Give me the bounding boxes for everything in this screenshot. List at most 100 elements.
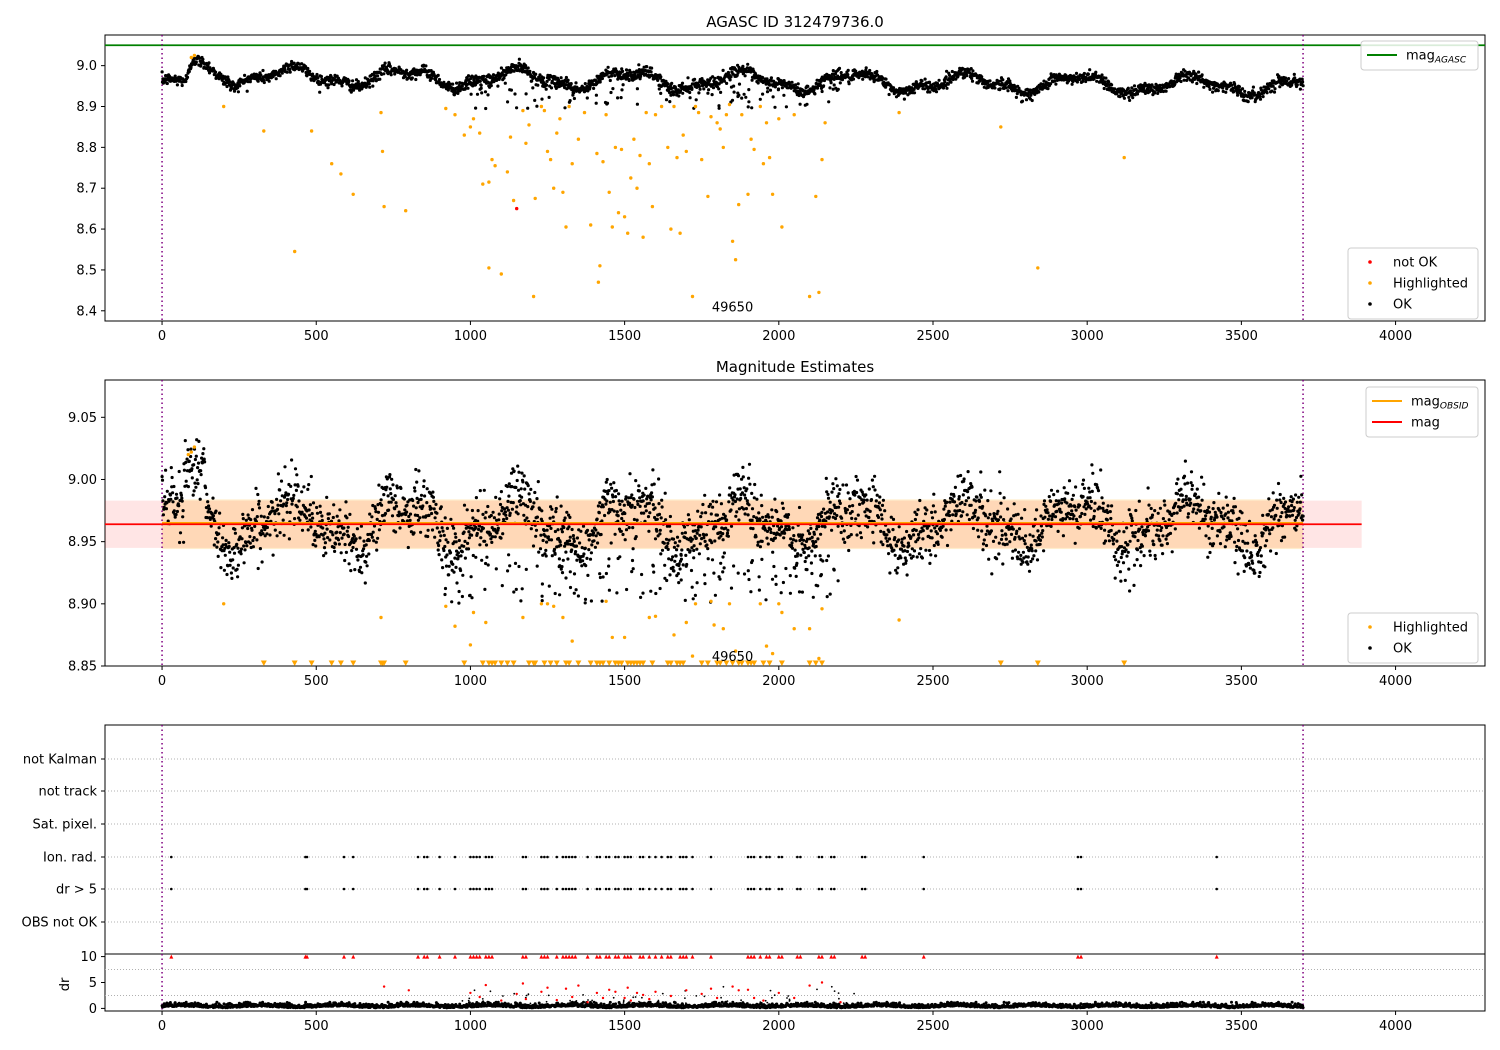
data-point — [690, 294, 695, 299]
data-point — [417, 469, 421, 473]
data-point — [433, 516, 437, 520]
data-point — [819, 514, 824, 519]
data-point — [662, 541, 666, 545]
data-point — [730, 239, 735, 243]
data-point — [317, 535, 321, 539]
data-point — [942, 507, 946, 511]
data-point — [981, 504, 985, 509]
data-point — [902, 97, 907, 101]
data-point — [211, 496, 215, 500]
data-point — [670, 86, 674, 90]
data-point — [1033, 517, 1037, 521]
data-point — [1062, 486, 1066, 490]
data-point — [1287, 77, 1291, 81]
data-point — [431, 490, 435, 494]
data-point — [707, 88, 711, 92]
data-point — [837, 505, 841, 509]
data-point — [257, 502, 261, 506]
y-tick-label: 8.7 — [76, 182, 97, 197]
data-point — [641, 235, 645, 239]
data-point — [293, 249, 297, 254]
data-point — [451, 82, 455, 86]
data-point — [356, 79, 360, 84]
data-point — [453, 113, 457, 117]
data-point — [292, 61, 296, 65]
data-point — [899, 556, 903, 560]
data-point — [311, 516, 315, 520]
data-point — [891, 528, 895, 532]
data-point — [735, 510, 739, 514]
data-point — [547, 95, 551, 99]
data-point — [671, 537, 676, 541]
data-point — [194, 60, 198, 64]
data-point — [436, 73, 440, 77]
data-point — [655, 529, 659, 533]
data-point — [190, 476, 194, 480]
data-point — [474, 106, 478, 110]
data-point — [728, 486, 732, 490]
data-point — [315, 511, 320, 515]
data-point — [460, 550, 464, 554]
chart-title: AGASC ID 312479736.0 — [706, 13, 884, 31]
data-point — [866, 525, 870, 529]
data-point — [879, 529, 883, 534]
data-point — [844, 511, 848, 515]
data-point — [475, 92, 480, 96]
data-point — [266, 516, 270, 520]
data-point — [222, 104, 226, 109]
data-point — [856, 513, 860, 517]
data-point — [180, 83, 184, 88]
data-point — [854, 474, 858, 479]
data-point — [228, 563, 232, 567]
data-point — [571, 534, 576, 538]
data-point — [1071, 493, 1075, 497]
data-point — [607, 190, 611, 194]
data-point — [478, 489, 482, 493]
data-point — [177, 469, 181, 474]
data-point — [171, 491, 175, 495]
data-point — [365, 77, 370, 81]
data-point — [668, 573, 672, 577]
data-point — [659, 104, 664, 109]
data-point — [787, 525, 791, 529]
data-point — [726, 528, 730, 532]
data-point — [479, 86, 483, 90]
data-point — [268, 533, 272, 537]
data-point — [671, 93, 676, 97]
data-point — [630, 503, 634, 507]
data-point — [544, 554, 548, 558]
data-point — [754, 535, 758, 539]
data-point — [529, 527, 533, 531]
data-point — [740, 113, 744, 117]
data-point — [817, 290, 821, 295]
data-point — [382, 72, 386, 76]
data-point — [494, 495, 498, 499]
data-point — [975, 495, 979, 499]
data-point — [386, 494, 390, 498]
data-point — [549, 538, 554, 542]
data-point — [773, 85, 778, 89]
data-point — [948, 500, 952, 504]
data-point — [368, 512, 372, 516]
data-point — [197, 439, 201, 443]
data-point — [1031, 557, 1035, 561]
data-point — [644, 486, 648, 490]
data-point — [1258, 94, 1262, 99]
data-point — [715, 121, 719, 125]
data-point — [548, 157, 553, 162]
data-point — [659, 75, 663, 79]
data-point — [893, 553, 897, 557]
data-point — [838, 487, 842, 492]
data-point — [748, 482, 752, 486]
data-point — [1190, 80, 1194, 84]
data-point — [669, 227, 673, 231]
data-point — [1068, 517, 1072, 521]
data-point — [780, 501, 785, 505]
data-point — [393, 72, 397, 76]
data-point — [285, 501, 289, 505]
data-point — [744, 507, 749, 511]
data-point — [667, 538, 671, 542]
data-point — [1043, 515, 1047, 519]
data-point — [536, 83, 540, 87]
data-point — [521, 480, 525, 484]
